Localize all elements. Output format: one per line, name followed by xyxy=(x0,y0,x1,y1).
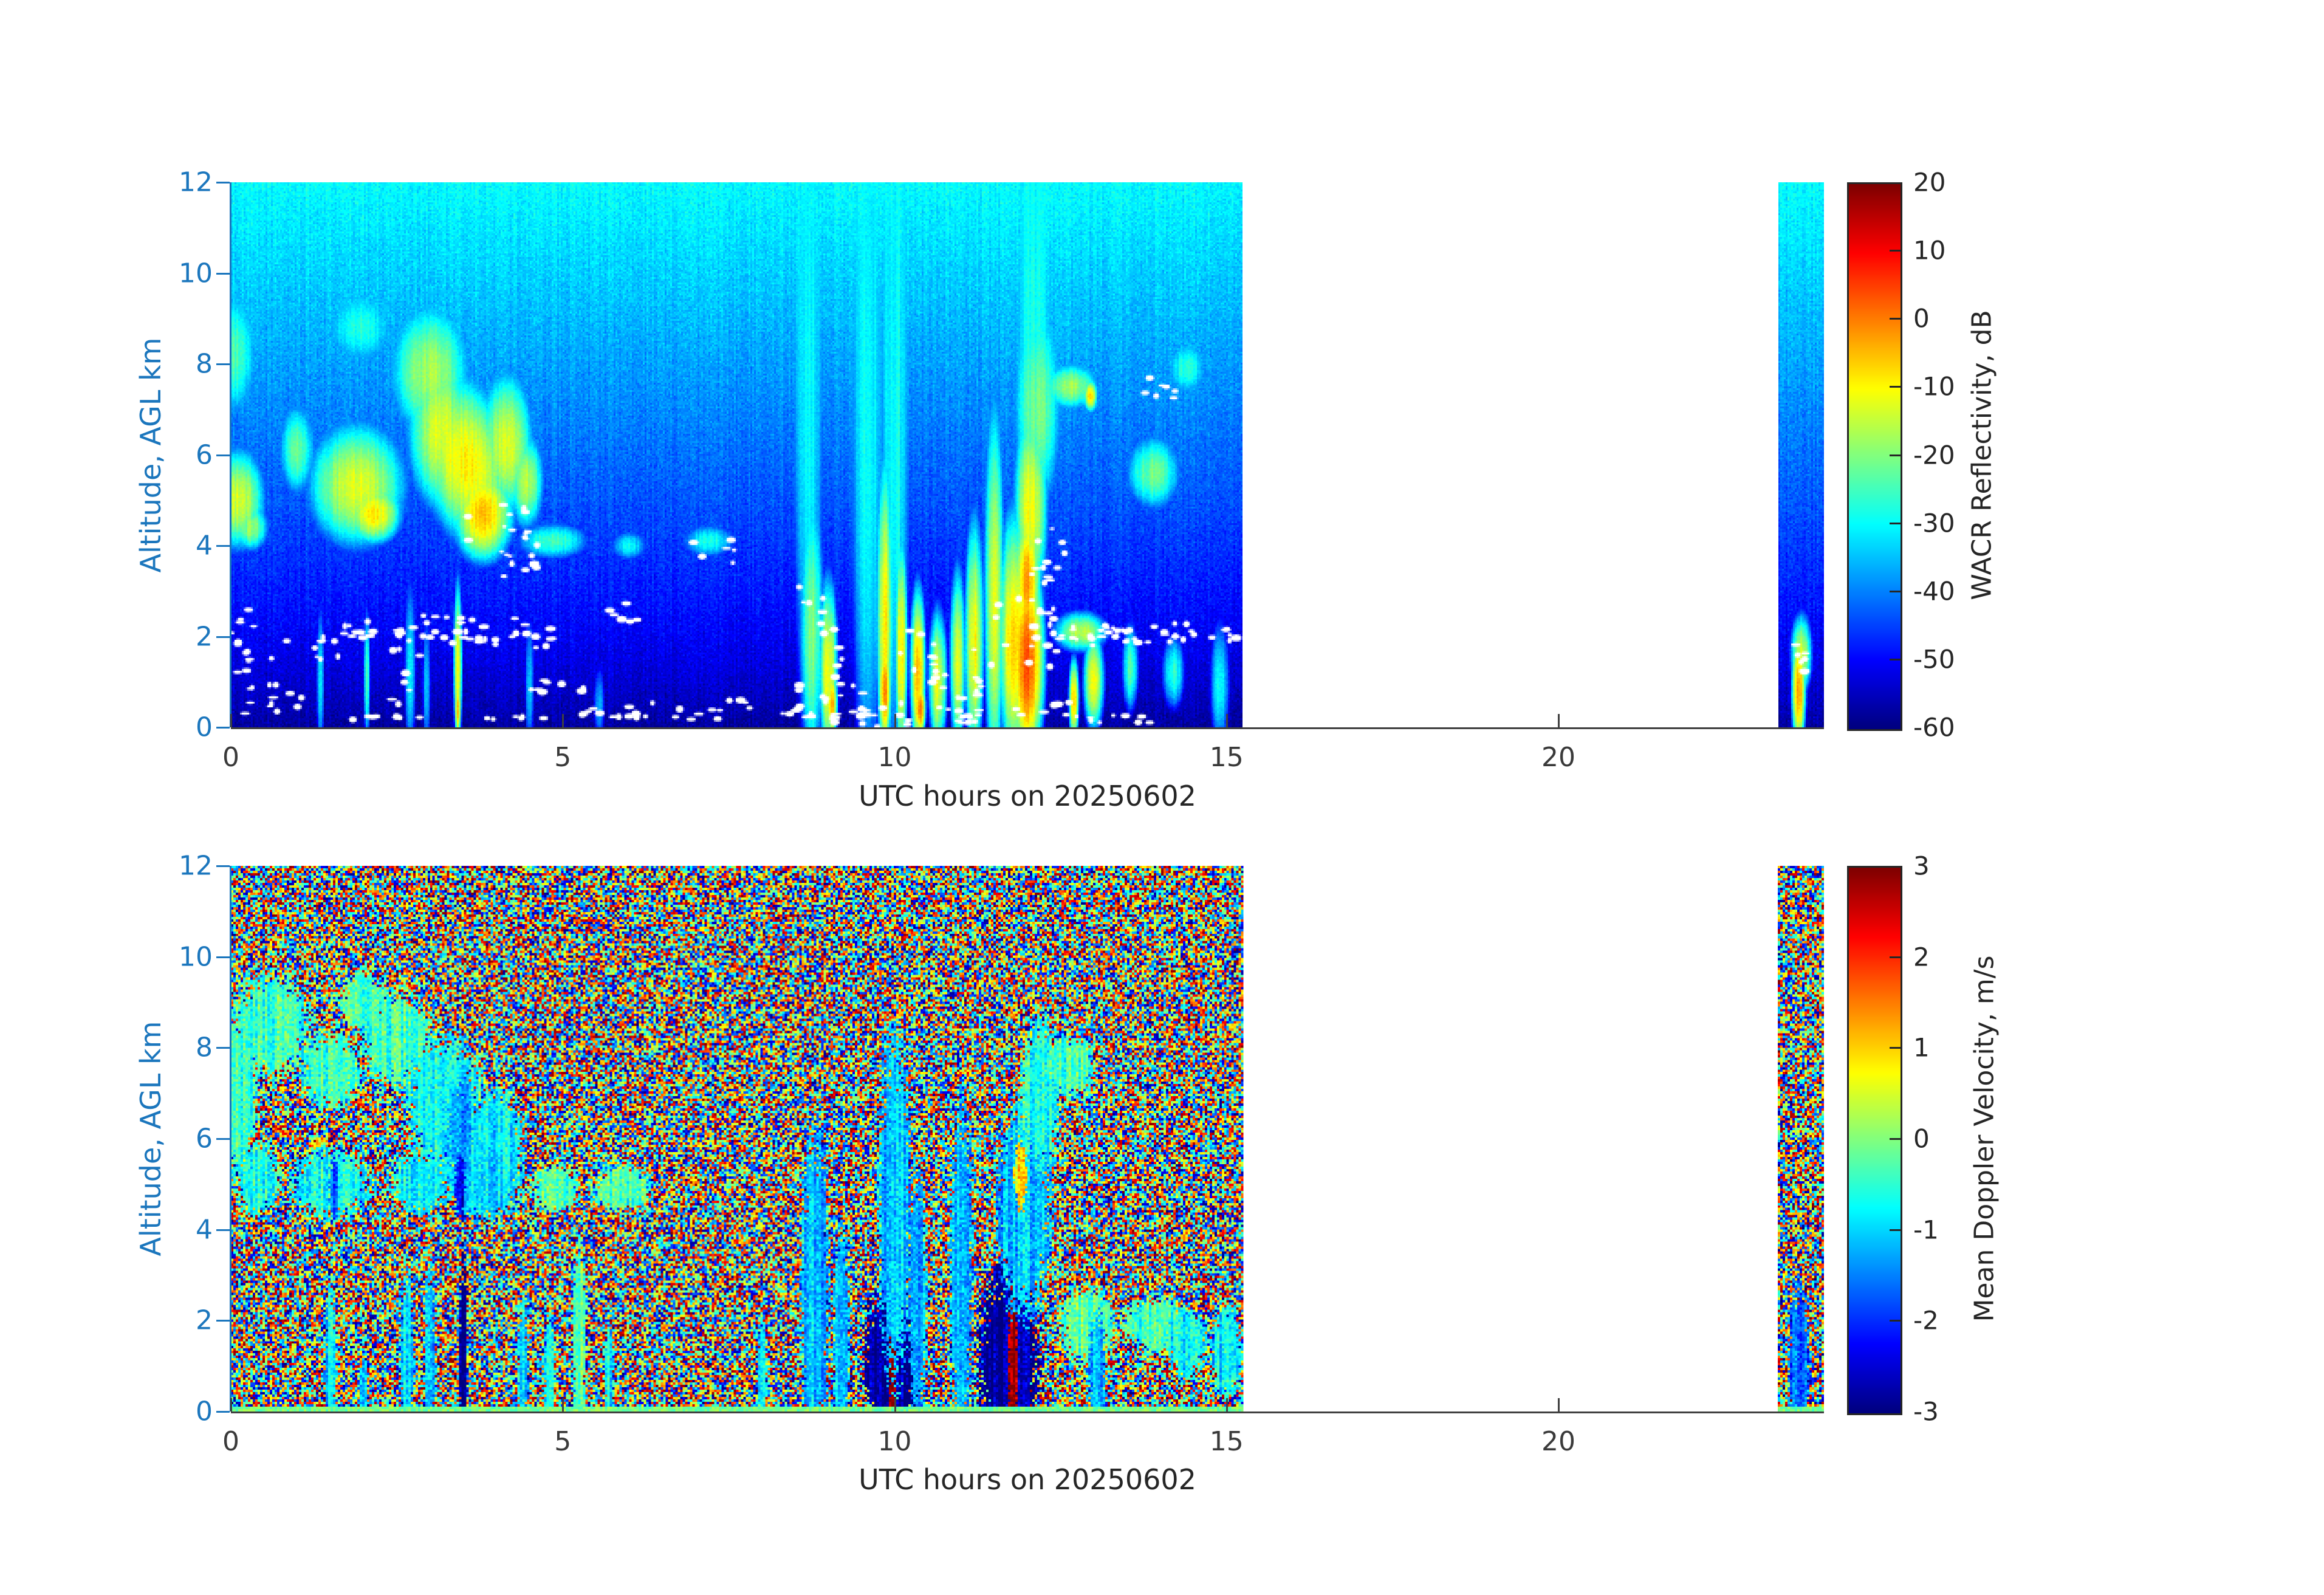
x-tick-label: 5 xyxy=(554,742,572,773)
colorbar-tick xyxy=(1890,590,1901,592)
y-tick xyxy=(216,865,230,867)
reflectivity-x-axis-label: UTC hours on 20250602 xyxy=(859,780,1196,812)
colorbar-tick xyxy=(1890,956,1901,958)
colorbar-tick-label: 0 xyxy=(1913,1123,1930,1154)
colorbar-tick-label: 1 xyxy=(1913,1032,1930,1063)
x-tick xyxy=(1225,1398,1228,1411)
colorbar-tick-label: -50 xyxy=(1913,644,1955,674)
x-tick-label: 20 xyxy=(1541,1426,1575,1457)
colorbar-tick xyxy=(1890,658,1901,660)
reflectivity-x-axis-line xyxy=(231,727,1824,729)
y-tick xyxy=(216,1229,230,1231)
colorbar-tick xyxy=(1890,1138,1901,1140)
colorbar-tick-label: 20 xyxy=(1913,167,1946,197)
x-tick-label: 0 xyxy=(222,742,239,773)
y-tick xyxy=(216,363,230,365)
reflectivity-colorbar-label: WACR Reflectivity, dB xyxy=(1966,309,1998,600)
y-tick xyxy=(216,1411,230,1413)
y-tick xyxy=(216,1047,230,1049)
y-tick-label: 4 xyxy=(196,1214,213,1246)
colorbar-tick xyxy=(1890,386,1901,388)
x-tick xyxy=(894,714,896,727)
colorbar-tick xyxy=(1890,1320,1901,1322)
reflectivity-y-axis-line xyxy=(230,182,231,727)
velocity-x-axis-label: UTC hours on 20250602 xyxy=(859,1463,1196,1496)
y-tick-label: 12 xyxy=(179,850,213,882)
y-tick-label: 2 xyxy=(196,1305,213,1336)
colorbar-tick-label: -3 xyxy=(1913,1396,1939,1427)
colorbar-tick xyxy=(1890,318,1901,320)
y-tick-label: 10 xyxy=(179,941,213,973)
y-tick-label: 0 xyxy=(196,1396,213,1427)
colorbar-tick xyxy=(1890,1047,1901,1049)
reflectivity-heatmap xyxy=(231,182,1824,727)
x-tick-label: 10 xyxy=(877,1426,912,1457)
y-tick-label: 10 xyxy=(179,258,213,289)
x-tick xyxy=(230,714,232,727)
y-tick xyxy=(216,545,230,547)
y-tick-label: 12 xyxy=(179,166,213,198)
colorbar-tick xyxy=(1890,454,1901,456)
x-tick xyxy=(1558,1398,1560,1411)
colorbar-tick xyxy=(1890,522,1901,524)
reflectivity-colorbar xyxy=(1847,182,1902,731)
y-tick xyxy=(216,454,230,456)
velocity-y-axis-line xyxy=(230,866,231,1411)
x-tick xyxy=(562,714,564,727)
y-tick xyxy=(216,956,230,958)
colorbar-tick-label: 0 xyxy=(1913,303,1930,334)
colorbar-tick xyxy=(1890,1229,1901,1231)
colorbar-tick-label: -1 xyxy=(1913,1215,1939,1245)
y-tick xyxy=(216,182,230,184)
y-tick-label: 4 xyxy=(196,530,213,561)
x-tick-label: 10 xyxy=(877,742,912,773)
colorbar-tick-label: -30 xyxy=(1913,508,1955,538)
x-tick-label: 15 xyxy=(1209,742,1244,773)
x-tick-label: 0 xyxy=(222,1426,239,1457)
x-tick-label: 20 xyxy=(1541,742,1575,773)
x-tick xyxy=(894,1398,896,1411)
x-tick-label: 15 xyxy=(1209,1426,1244,1457)
velocity-heatmap xyxy=(231,866,1824,1411)
velocity-colorbar-label: Mean Doppler Velocity, m/s xyxy=(1969,955,2000,1322)
y-tick-label: 6 xyxy=(196,439,213,470)
colorbar-tick-label: -60 xyxy=(1913,712,1955,743)
colorbar-tick-label: -20 xyxy=(1913,440,1955,470)
y-tick xyxy=(216,636,230,638)
y-tick-label: 2 xyxy=(196,621,213,652)
y-tick xyxy=(216,1320,230,1322)
colorbar-tick-label: 2 xyxy=(1913,942,1930,972)
y-tick xyxy=(216,727,230,729)
y-tick-label: 0 xyxy=(196,712,213,743)
colorbar-tick xyxy=(1890,250,1901,252)
y-tick-label: 8 xyxy=(196,1032,213,1063)
x-tick xyxy=(1558,714,1560,727)
y-tick xyxy=(216,1138,230,1140)
x-tick xyxy=(562,1398,564,1411)
colorbar-tick-label: -10 xyxy=(1913,371,1955,402)
y-tick xyxy=(216,272,230,275)
y-tick-label: 8 xyxy=(196,348,213,380)
y-tick-label: 6 xyxy=(196,1123,213,1154)
colorbar-tick-label: 10 xyxy=(1913,235,1946,266)
velocity-x-axis-line xyxy=(231,1411,1824,1413)
x-tick xyxy=(1225,714,1228,727)
x-tick xyxy=(230,1398,232,1411)
colorbar-tick-label: -2 xyxy=(1913,1305,1939,1336)
velocity-colorbar xyxy=(1847,866,1902,1415)
colorbar-tick-label: -40 xyxy=(1913,576,1955,606)
x-tick-label: 5 xyxy=(554,1426,572,1457)
colorbar-tick-label: 3 xyxy=(1913,851,1930,881)
